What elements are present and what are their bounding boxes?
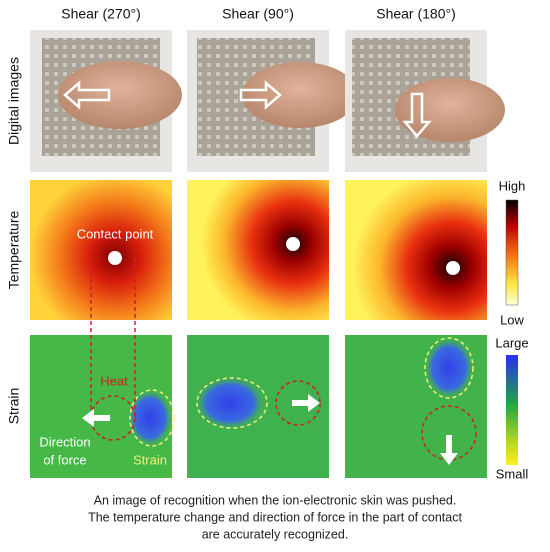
caption-line: An image of recognition when the ion-ele… — [94, 493, 457, 507]
temperature-map — [345, 180, 487, 320]
column-title: Shear (90°) — [222, 6, 294, 22]
colorbar — [506, 355, 518, 465]
contact-dot — [446, 261, 460, 275]
caption-line: are accurately recognized. — [202, 527, 349, 541]
annotation: Contact point — [77, 226, 154, 241]
temperature-map — [187, 180, 329, 320]
strain-blob — [196, 377, 264, 429]
column-title: Shear (270°) — [61, 6, 141, 22]
contact-dot — [286, 237, 300, 251]
strain-blob — [128, 390, 172, 446]
annotation: Strain — [133, 452, 167, 467]
scale-label: Large — [495, 335, 528, 350]
row-label: Temperature — [6, 210, 22, 289]
annotation: of force — [43, 452, 86, 467]
colorbar — [505, 199, 519, 306]
photo — [30, 30, 182, 172]
strain-blob — [425, 338, 473, 398]
contact-dot — [108, 251, 122, 265]
scale-label: Low — [500, 312, 524, 327]
annotation: Heat — [100, 373, 128, 388]
row-label: Digital images — [6, 57, 22, 145]
row-label: Strain — [6, 388, 22, 425]
outlines — [90, 258, 477, 461]
photo — [345, 30, 505, 172]
scale-label: High — [499, 178, 526, 193]
column-title: Shear (180°) — [376, 6, 456, 22]
scale-label: Small — [496, 466, 529, 481]
temperature-map — [30, 180, 172, 320]
caption-line: The temperature change and direction of … — [88, 510, 462, 524]
photo — [187, 30, 358, 172]
force-arrows — [82, 394, 458, 465]
annotation: Direction — [39, 434, 90, 449]
